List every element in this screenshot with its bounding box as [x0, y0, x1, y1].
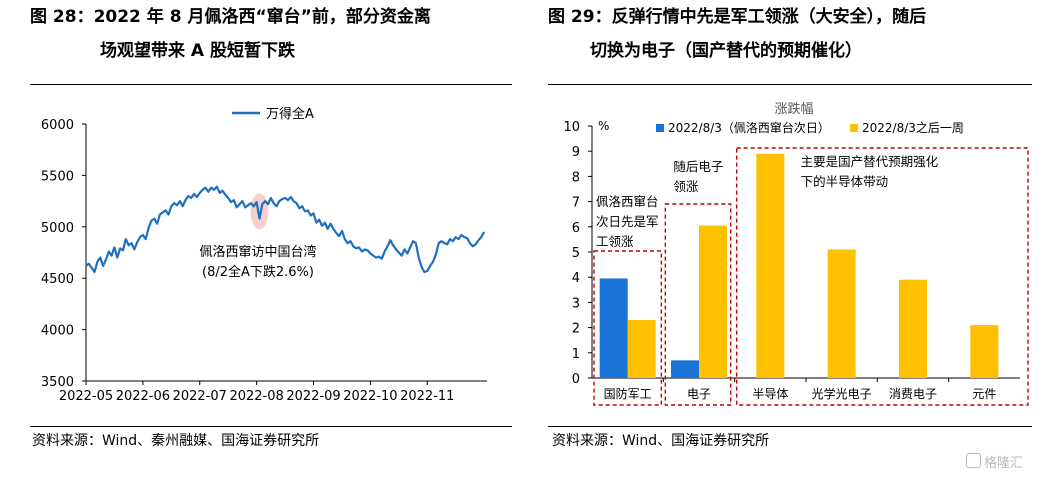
left-top-rule [30, 84, 512, 85]
y-tick-label: 8 [572, 170, 580, 185]
annotation-line: 随后电子 [673, 159, 723, 174]
watermark-logo-icon [966, 453, 981, 468]
y-tick-label: 6000 [41, 118, 74, 133]
line-chart-annotation: 佩洛西窜访中国台湾 (8/2全A下跌2.6%) [199, 244, 316, 280]
category-label: 国防军工 [604, 386, 652, 401]
x-tick-label: 2022-06 [116, 389, 170, 404]
bar-series [599, 153, 999, 378]
x-tick-label: 2022-05 [59, 389, 113, 404]
y-unit-label: % [598, 119, 609, 133]
bar-day-after [599, 278, 628, 378]
x-tick-label: 2022-08 [229, 389, 283, 404]
right-source-note: 资料来源：Wind、国海证券研究所 [552, 433, 770, 449]
legend-label: 万得全A [266, 106, 314, 122]
y-tick-label: 3 [572, 296, 580, 311]
annotation-line-2: (8/2全A下跌2.6%) [202, 264, 314, 280]
annotation-line: 工领涨 [596, 234, 634, 249]
x-tick-label: 2022-10 [343, 389, 397, 404]
right-title-line2: 切换为电子（国产替代的预期催化） [590, 41, 862, 61]
category-label: 消费电子 [889, 387, 937, 401]
annotation-line: 主要是国产替代预期强化 [801, 154, 939, 169]
watermark: 格隆汇 [984, 456, 1024, 471]
bar-week-after [970, 325, 999, 378]
annotation-line: 领涨 [673, 179, 699, 194]
right-bottom-rule [548, 426, 1032, 427]
right-figure-title: 图 29：反弹行情中先是军工领涨（大安全），随后 切换为电子（国产替代的预期催化… [548, 0, 1048, 68]
y-tick-label: 4500 [41, 272, 74, 287]
y-tick-label: 5500 [41, 169, 74, 184]
left-source-note: 资料来源：Wind、秦州融媒、国海证券研究所 [32, 433, 320, 449]
bar-week-after [827, 249, 856, 378]
y-tick-label: 5 [572, 246, 580, 261]
bar-chart-legend: 2022/8/3（佩洛西窜台次日） 2022/8/3之后一周 [656, 120, 964, 135]
annotation-line: 佩洛西窜台 [596, 194, 659, 209]
category-label: 电子 [687, 387, 711, 401]
bar-week-after [627, 320, 656, 378]
y-tick-label: 4 [572, 271, 580, 286]
line-series [85, 185, 486, 274]
right-title-line1: 图 29：反弹行情中先是军工领涨（大安全），随后 [548, 7, 927, 27]
y-tick-label: 10 [563, 120, 580, 135]
annotation-line: 下的半导体带动 [801, 174, 889, 189]
series-line-wande-all-a [85, 185, 486, 274]
category-label: 半导体 [752, 387, 788, 401]
annotation-electronics: 随后电子领涨 [673, 159, 723, 194]
bar-week-after [899, 279, 927, 378]
left-title-line2: 场观望带来 A 股短暂下跌 [100, 41, 295, 61]
x-tick-label: 2022-09 [286, 389, 340, 404]
y-tick-label: 7 [572, 196, 580, 211]
left-figure-title: 图 28：2022 年 8 月佩洛西“窜台”前，部分资金离 场观望带来 A 股短… [30, 0, 510, 68]
bar-day-after [671, 360, 699, 378]
x-tick-label: 2022-07 [173, 389, 227, 404]
y-tick-label: 3500 [41, 375, 74, 390]
bar-week-after [756, 153, 785, 378]
y-tick-label: 2 [572, 322, 580, 337]
annotation-semiconductor: 主要是国产替代预期强化下的半导体带动 [801, 154, 939, 189]
y-tick-label: 4000 [41, 324, 74, 339]
bar-week-after [699, 225, 727, 378]
right-top-rule [548, 84, 1032, 85]
y-tick-label: 0 [572, 372, 580, 387]
category-label: 元件 [972, 387, 996, 401]
y-tick-label: 9 [572, 145, 580, 160]
annotation-line-1: 佩洛西窜访中国台湾 [199, 244, 316, 260]
legend-label-week-after: 2022/8/3之后一周 [862, 121, 964, 135]
bar-chart-annotations: 佩洛西窜台次日先是军工领涨 随后电子领涨 主要是国产替代预期强化下的半导体带动 [596, 154, 939, 249]
box-semiconductor-group [735, 147, 1029, 406]
left-title-line1: 图 28：2022 年 8 月佩洛西“窜台”前，部分资金离 [30, 7, 431, 27]
legend-swatch-orange [850, 124, 858, 132]
y-tick-label: 5000 [41, 221, 74, 236]
left-bottom-rule [30, 426, 512, 427]
annotation-line: 次日先是军 [596, 214, 659, 229]
y-tick-label: 1 [572, 347, 580, 362]
legend-label-day-after: 2022/8/3（佩洛西窜台次日） [668, 120, 830, 135]
y-tick-label: 6 [572, 221, 580, 236]
category-label: 光学光电子 [812, 386, 872, 401]
bar-chart: 涨跌幅 % 2022/8/3（佩洛西窜台次日） 2022/8/3之后一周 109… [563, 101, 1029, 406]
annotation-military: 佩洛西窜台次日先是军工领涨 [596, 194, 659, 249]
legend-swatch-blue [656, 124, 664, 132]
line-chart-legend: 万得全A [232, 106, 314, 122]
box-military [593, 250, 663, 406]
x-tick-label: 2022-11 [400, 389, 454, 404]
highlight-boxes [593, 147, 1029, 406]
bar-chart-title: 涨跌幅 [774, 101, 813, 117]
